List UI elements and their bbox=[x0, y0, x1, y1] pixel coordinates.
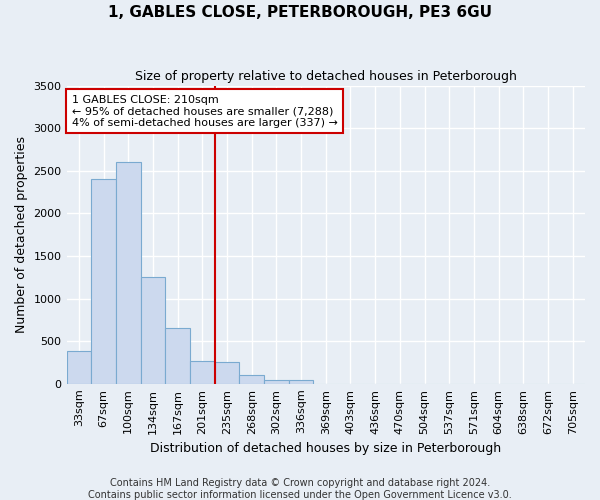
Title: Size of property relative to detached houses in Peterborough: Size of property relative to detached ho… bbox=[135, 70, 517, 83]
Bar bbox=[239, 376, 264, 384]
Bar bbox=[91, 180, 116, 384]
Text: 1 GABLES CLOSE: 210sqm
← 95% of detached houses are smaller (7,288)
4% of semi-d: 1 GABLES CLOSE: 210sqm ← 95% of detached… bbox=[72, 94, 338, 128]
Bar bbox=[116, 162, 140, 384]
Bar bbox=[165, 328, 190, 384]
Text: 1, GABLES CLOSE, PETERBOROUGH, PE3 6GU: 1, GABLES CLOSE, PETERBOROUGH, PE3 6GU bbox=[108, 5, 492, 20]
Bar bbox=[190, 361, 215, 384]
X-axis label: Distribution of detached houses by size in Peterborough: Distribution of detached houses by size … bbox=[150, 442, 502, 455]
Bar bbox=[264, 380, 289, 384]
Bar bbox=[67, 350, 91, 384]
Bar bbox=[215, 362, 239, 384]
Bar bbox=[140, 278, 165, 384]
Y-axis label: Number of detached properties: Number of detached properties bbox=[15, 136, 28, 333]
Bar bbox=[289, 380, 313, 384]
Text: Contains HM Land Registry data © Crown copyright and database right 2024.
Contai: Contains HM Land Registry data © Crown c… bbox=[88, 478, 512, 500]
